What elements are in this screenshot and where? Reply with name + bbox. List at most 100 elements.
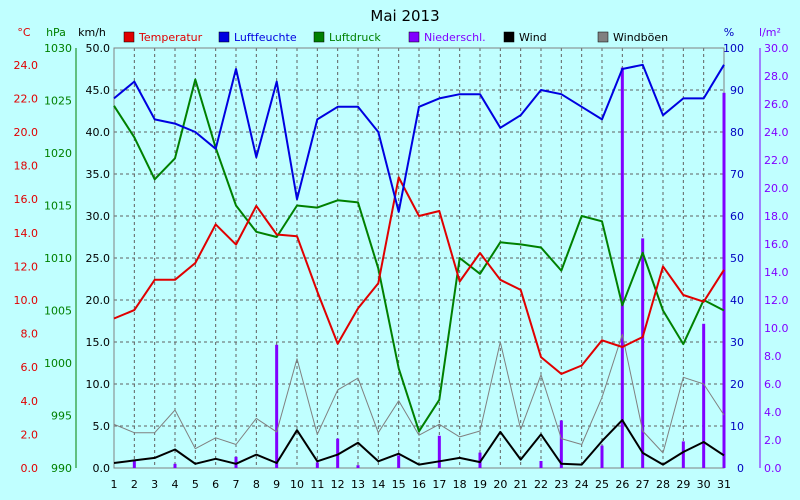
precipitation-bar	[356, 465, 360, 468]
legend-swatch	[503, 31, 515, 43]
precipitation-tick-label: 24.0	[764, 126, 789, 139]
x-tick-label: 2	[131, 478, 138, 491]
precipitation-tick-label: 2.0	[764, 434, 782, 447]
humidity-unit-label: %	[724, 26, 734, 39]
temperature-tick-label: 12.0	[14, 260, 39, 273]
precipitation-bar	[539, 461, 543, 468]
x-tick-label: 12	[331, 478, 345, 491]
precipitation-tick-label: 0.0	[764, 462, 782, 475]
humidity-tick-label: 20	[730, 378, 744, 391]
precipitation-tick-label: 8.0	[764, 350, 782, 363]
temperature-tick-label: 2.0	[21, 428, 39, 441]
x-tick-label: 24	[575, 478, 589, 491]
x-tick-label: 31	[717, 478, 731, 491]
precipitation-tick-label: 4.0	[764, 406, 782, 419]
precipitation-tick-label: 14.0	[764, 266, 789, 279]
wind-unit-label: km/h	[78, 26, 106, 39]
precipitation-bar	[722, 92, 726, 469]
pressure-tick-label: 1000	[44, 357, 72, 370]
temperature-tick-label: 6.0	[21, 361, 39, 374]
humidity-tick-label: 60	[730, 210, 744, 223]
x-tick-label: 10	[290, 478, 304, 491]
x-tick-label: 7	[233, 478, 240, 491]
precipitation-bar	[315, 462, 319, 468]
precipitation-bar	[478, 452, 482, 468]
pressure-tick-label: 1025	[44, 95, 72, 108]
legend-label: Niederschl.	[424, 31, 486, 44]
wind-tick-label: 5.0	[93, 420, 111, 433]
humidity-tick-label: 0	[737, 462, 744, 475]
x-tick-label: 17	[432, 478, 446, 491]
humidity-tick-label: 40	[730, 294, 744, 307]
x-tick-label: 6	[212, 478, 219, 491]
precipitation-bar	[702, 323, 706, 468]
wind-tick-label: 10.0	[86, 378, 111, 391]
precipitation-bar	[559, 420, 563, 468]
pressure-tick-label: 990	[51, 462, 72, 475]
precipitation-bar	[681, 441, 685, 468]
precipitation-tick-label: 10.0	[764, 322, 789, 335]
wind-tick-label: 50.0	[86, 42, 111, 55]
temperature-tick-label: 20.0	[14, 126, 39, 139]
pressure-unit-label: hPa	[46, 26, 66, 39]
x-tick-label: 28	[656, 478, 670, 491]
humidity-tick-label: 70	[730, 168, 744, 181]
x-tick-label: 8	[253, 478, 260, 491]
pressure-tick-label: 1015	[44, 200, 72, 213]
x-tick-label: 11	[310, 478, 324, 491]
precipitation-bar	[336, 438, 340, 468]
precipitation-bar	[132, 461, 136, 468]
x-tick-label: 25	[595, 478, 609, 491]
temperature-tick-label: 14.0	[14, 227, 39, 240]
humidity-tick-label: 90	[730, 84, 744, 97]
x-tick-label: 20	[493, 478, 507, 491]
temperature-tick-label: 10.0	[14, 294, 39, 307]
pressure-tick-label: 1010	[44, 252, 72, 265]
legend-swatch	[218, 31, 230, 43]
precipitation-tick-label: 18.0	[764, 210, 789, 223]
legend-label: Wind	[519, 31, 547, 44]
temperature-tick-label: 16.0	[14, 193, 39, 206]
x-tick-label: 29	[676, 478, 690, 491]
wind-tick-label: 15.0	[86, 336, 111, 349]
precipitation-bar	[620, 67, 624, 468]
precipitation-bar	[275, 344, 279, 468]
series-line-wind	[113, 419, 725, 466]
wind-tick-label: 20.0	[86, 294, 111, 307]
legend-label: Windböen	[613, 31, 668, 44]
precipitation-bar	[173, 463, 177, 468]
precipitation-tick-label: 26.0	[764, 98, 789, 111]
legend-swatch	[313, 31, 325, 43]
humidity-tick-label: 10	[730, 420, 744, 433]
temperature-tick-label: 24.0	[14, 59, 39, 72]
precipitation-tick-label: 20.0	[764, 182, 789, 195]
precipitation-tick-label: 22.0	[764, 154, 789, 167]
x-tick-label: 27	[636, 478, 650, 491]
legend-label: Temperatur	[138, 31, 203, 44]
x-tick-label: 1	[111, 478, 118, 491]
precipitation-tick-label: 6.0	[764, 378, 782, 391]
humidity-tick-label: 30	[730, 336, 744, 349]
precipitation-bar	[641, 238, 645, 468]
x-tick-label: 19	[473, 478, 487, 491]
wind-tick-label: 25.0	[86, 252, 111, 265]
chart-title: Mai 2013	[370, 7, 439, 25]
temperature-tick-label: 4.0	[21, 395, 39, 408]
legend-swatch	[408, 31, 420, 43]
x-tick-label: 15	[392, 478, 406, 491]
precipitation-tick-label: 16.0	[764, 238, 789, 251]
series-line-temperatur	[113, 176, 725, 375]
pressure-tick-label: 995	[51, 410, 72, 423]
temperature-tick-label: 8.0	[21, 328, 39, 341]
x-tick-label: 22	[534, 478, 548, 491]
x-tick-label: 5	[192, 478, 199, 491]
precipitation-bar	[397, 455, 401, 468]
legend-swatch	[597, 31, 609, 43]
temperature-tick-label: 18.0	[14, 160, 39, 173]
humidity-tick-label: 50	[730, 252, 744, 265]
humidity-tick-label: 100	[723, 42, 744, 55]
precipitation-unit-label: l/m²	[759, 26, 781, 39]
x-tick-label: 30	[697, 478, 711, 491]
x-tick-label: 18	[453, 478, 467, 491]
